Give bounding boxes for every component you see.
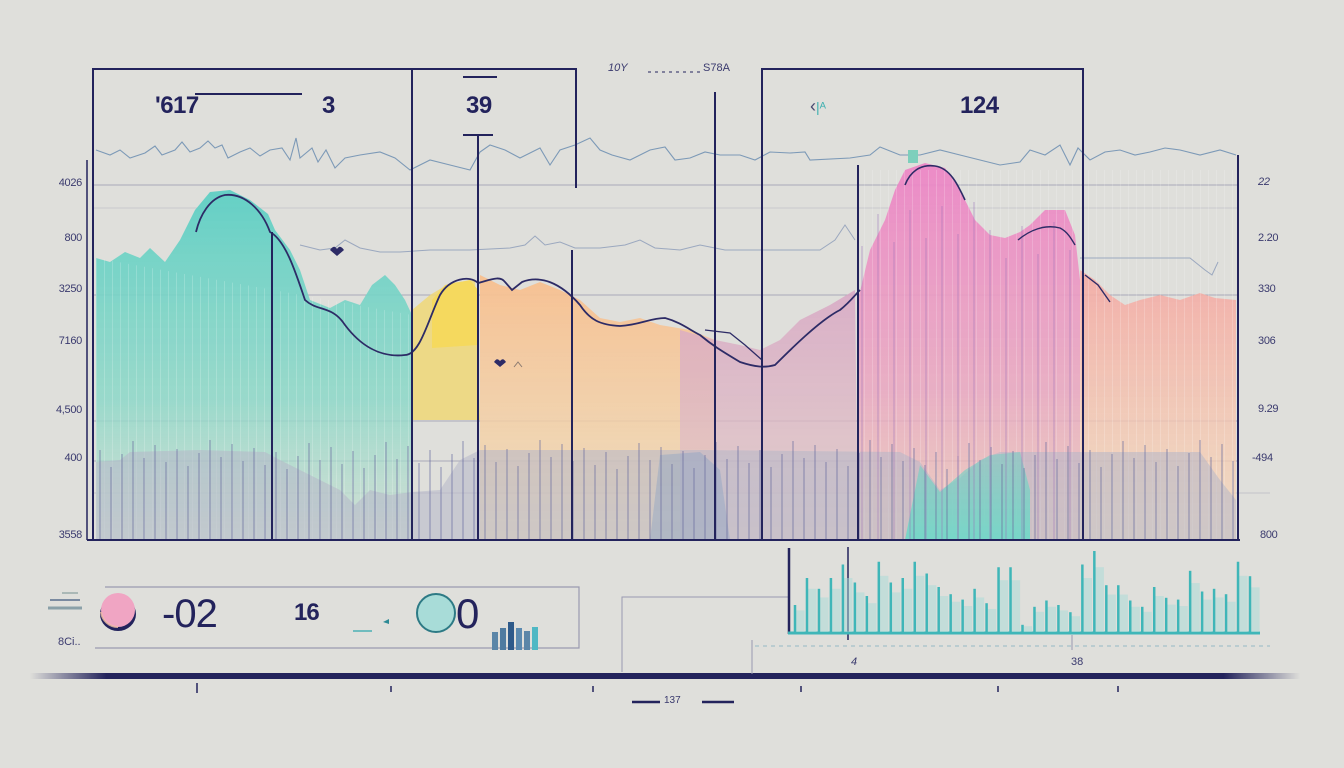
- chevron-left-icon[interactable]: ‹|ᴬ: [810, 96, 826, 116]
- right-axis-tick: 9.29: [1258, 403, 1279, 415]
- panel-c-value: 124: [960, 92, 999, 119]
- panel-a-secondary-value: 3: [322, 92, 335, 119]
- left-axis-tick: 400: [64, 452, 83, 464]
- right-axis-tick: 2.20: [1258, 232, 1279, 244]
- teal-marker-square: [908, 150, 918, 163]
- mini-chart-x-label: 4: [851, 656, 858, 668]
- timeline-center-label: 137: [664, 695, 681, 706]
- left-axis-tick: 3250: [58, 283, 83, 295]
- right-axis-tick: 800: [1260, 529, 1278, 541]
- right-axis-tick: -494: [1252, 452, 1273, 464]
- top-label-right: S78A: [703, 62, 730, 74]
- heart-marker-icon: [330, 246, 344, 256]
- right-axis-tick: 330: [1258, 283, 1276, 295]
- timeline-scrubber[interactable]: [30, 673, 1300, 679]
- left-axis-tick: 4,500: [55, 404, 82, 416]
- bar-chart-icon: [492, 622, 538, 650]
- pink-indicator-dot: [101, 593, 135, 627]
- left-axis-tick: 7160: [58, 335, 83, 347]
- stat-value-2: 16: [294, 599, 320, 626]
- stat-value-1: -02: [162, 592, 218, 636]
- right-axis-tick: 306: [1258, 335, 1276, 347]
- left-axis-tick: 4026: [58, 177, 83, 189]
- panel-a-primary-value: '617: [155, 92, 199, 119]
- mini-chart-x-label: 38: [1071, 656, 1084, 668]
- right-axis-tick: 22: [1258, 176, 1270, 188]
- teal-indicator-dot: [416, 593, 456, 633]
- stat-value-3: 0: [456, 590, 480, 637]
- left-axis-tick: 3558: [58, 529, 83, 541]
- top-label-left: 10Y: [608, 62, 628, 74]
- heart-marker-icon: [494, 359, 506, 367]
- panel-b-value: 39: [466, 92, 492, 119]
- left-axis-tick: 800: [64, 232, 83, 244]
- menu-label[interactable]: 8Ci..: [58, 636, 81, 648]
